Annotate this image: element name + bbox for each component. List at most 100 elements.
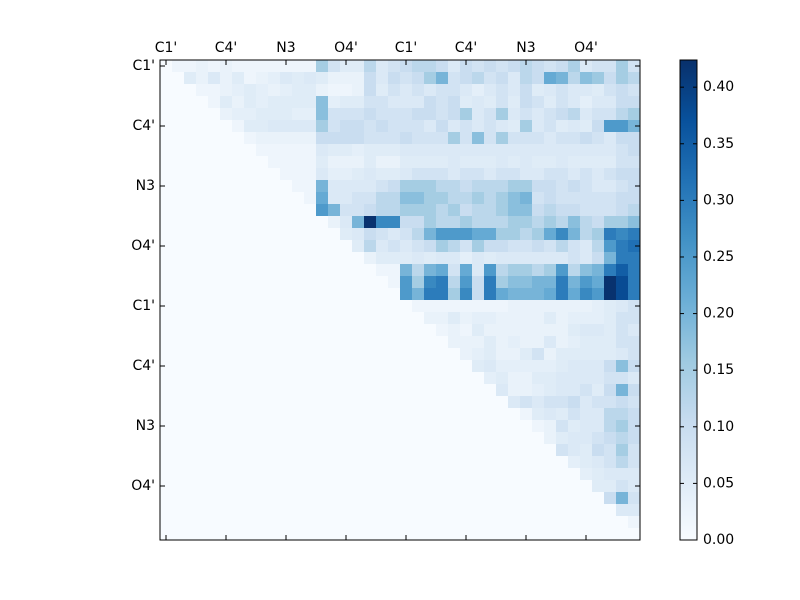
cell [376,372,389,385]
cell [520,252,533,265]
cell [376,72,389,85]
cell [604,360,617,373]
cell [556,480,569,493]
cell [568,372,581,385]
cell [196,96,209,109]
cell [172,360,185,373]
cell [592,504,605,517]
cell [496,396,509,409]
cell [376,108,389,121]
cell [184,528,197,541]
cell [184,456,197,469]
cell [268,312,281,325]
cell [520,72,533,85]
cell [424,516,437,529]
cell [400,528,413,541]
cell [244,252,257,265]
cell [532,444,545,457]
cell [520,324,533,337]
cell [196,276,209,289]
cell [352,300,365,313]
cell [628,72,641,85]
cell [484,168,497,181]
cell [376,348,389,361]
cell [388,156,401,169]
cell [520,312,533,325]
cell [244,168,257,181]
cell [628,168,641,181]
cell [352,240,365,253]
cell [364,108,377,121]
cell [292,372,305,385]
cell [436,468,449,481]
cell [628,336,641,349]
cell [352,360,365,373]
x-tick-label: C4' [455,40,478,56]
cell [412,204,425,217]
cell [484,408,497,421]
cell [604,528,617,541]
cell [484,456,497,469]
cell [340,480,353,493]
cell [220,276,233,289]
cell [592,168,605,181]
cell [580,432,593,445]
cell [604,180,617,193]
cell [520,420,533,433]
cell [568,252,581,265]
cell [352,72,365,85]
cell [364,300,377,313]
cell [292,432,305,445]
cell [544,312,557,325]
cell [364,192,377,205]
cell [196,168,209,181]
cell [436,324,449,337]
cell [508,132,521,145]
cell [616,252,629,265]
cell [580,132,593,145]
cell [244,516,257,529]
cell [244,324,257,337]
cell [628,84,641,97]
cell [616,348,629,361]
cell [580,456,593,469]
cell [508,432,521,445]
cell [592,300,605,313]
cell [628,300,641,313]
cell [328,408,341,421]
cell [352,516,365,529]
cell [424,324,437,337]
cell [196,132,209,145]
cell [220,516,233,529]
cell [328,228,341,241]
cell [220,240,233,253]
cell [244,444,257,457]
cell [244,240,257,253]
cell [376,96,389,109]
cell [448,180,461,193]
cell [616,456,629,469]
cell [304,132,317,145]
cell [568,84,581,97]
cell [172,228,185,241]
cell [232,480,245,493]
cell [388,468,401,481]
cell [580,408,593,421]
cell [364,216,377,229]
cell [280,96,293,109]
cell [568,240,581,253]
cell [424,348,437,361]
cell [352,60,365,73]
cell [448,84,461,97]
cell [412,156,425,169]
cell [160,336,173,349]
cell [592,516,605,529]
cell [172,132,185,145]
cell [268,156,281,169]
cell [184,120,197,133]
cell [556,456,569,469]
cell [268,252,281,265]
cell [352,192,365,205]
cell [604,144,617,157]
cell [616,96,629,109]
